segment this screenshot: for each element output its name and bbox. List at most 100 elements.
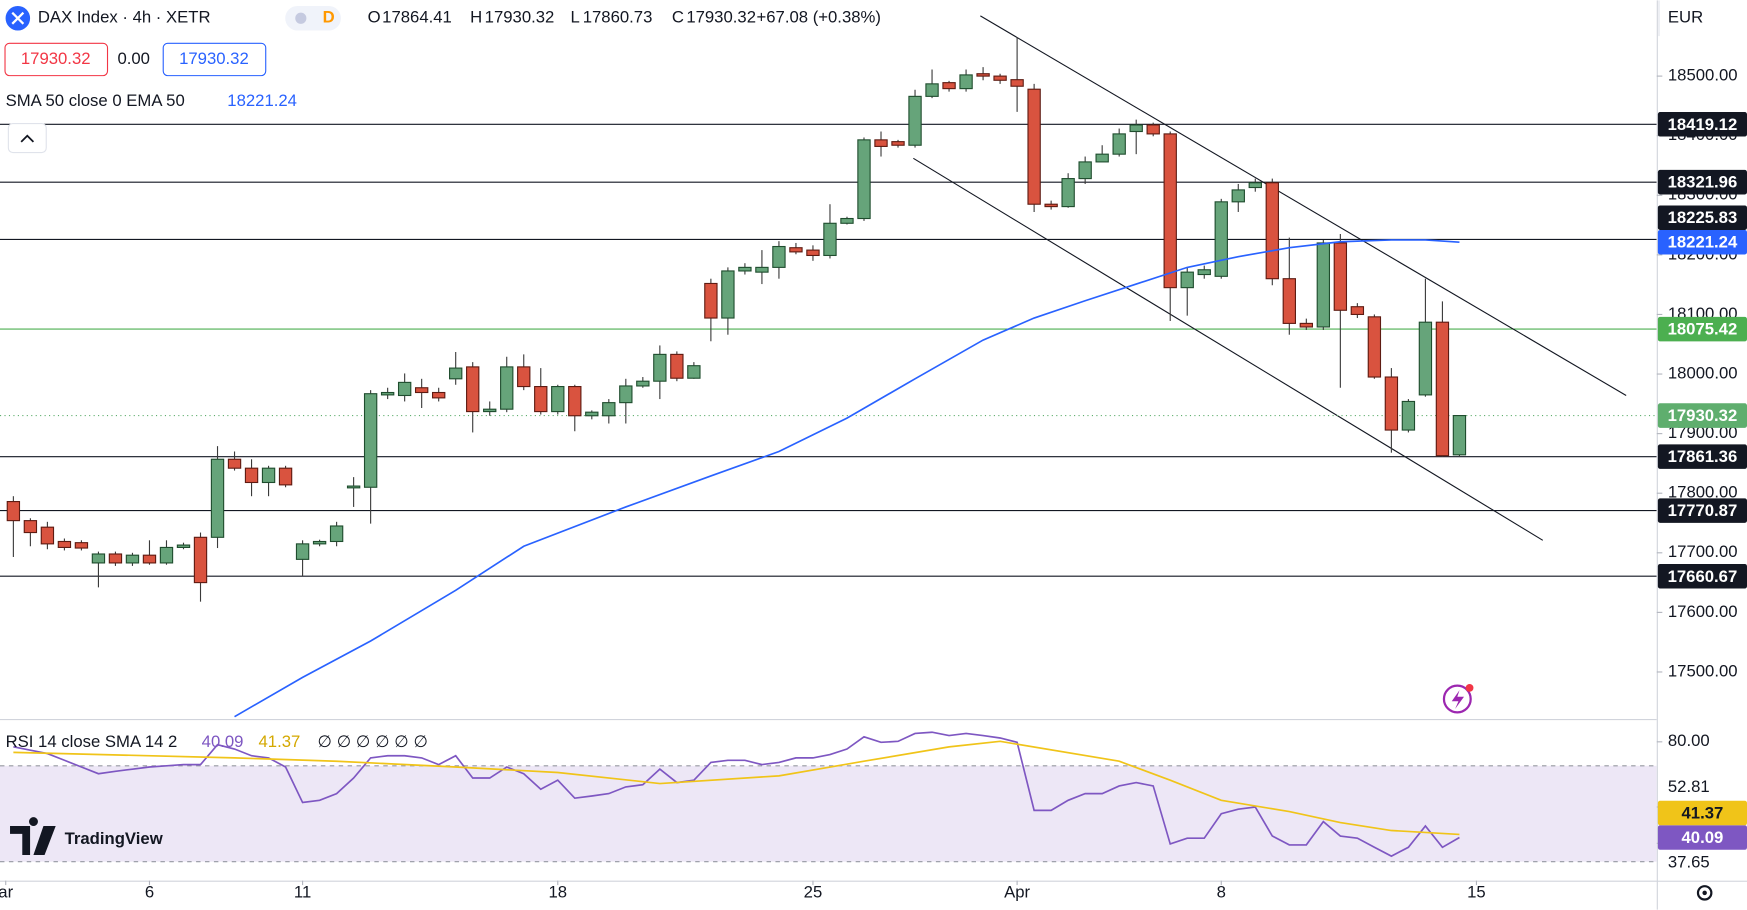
currency[interactable]: EUR xyxy=(1668,8,1703,27)
candle-body xyxy=(517,366,531,388)
candle-body xyxy=(1129,124,1143,133)
candle-body xyxy=(40,526,55,545)
candle-body xyxy=(346,485,361,489)
y-tick-label: 18000.00 xyxy=(1668,363,1738,382)
candle-body xyxy=(602,402,616,417)
candle-body xyxy=(1248,182,1262,189)
rsi-band xyxy=(0,765,1657,862)
candle-body xyxy=(108,553,123,564)
rsi-badge: 41.37 xyxy=(1682,804,1724,823)
candle-body xyxy=(227,458,242,469)
settings-icon[interactable] xyxy=(1696,885,1713,901)
x-tick-label: 11 xyxy=(294,882,311,901)
x-tick-label: Apr xyxy=(1004,882,1030,901)
candle-body xyxy=(942,82,956,90)
indicator-legend[interactable]: SMA 50 close 0 EMA 50 xyxy=(6,91,185,110)
x-tick-label: ar xyxy=(0,882,14,901)
rsi-badge-bg xyxy=(1657,825,1747,850)
price-badge-bg xyxy=(1657,229,1747,255)
delay-badge[interactable]: D xyxy=(323,8,335,27)
price-badge-bg xyxy=(1657,169,1747,195)
price-pane xyxy=(0,15,1657,718)
price-badge: 18419.12 xyxy=(1668,115,1738,134)
ohlc-label: C xyxy=(672,8,684,27)
spread: 0.00 xyxy=(117,49,150,68)
x-tick-label: 25 xyxy=(804,882,823,901)
logo-text[interactable]: TradingView xyxy=(65,829,164,848)
candle-body xyxy=(1316,242,1331,328)
candle-body xyxy=(1010,79,1024,87)
candle-body xyxy=(483,408,497,413)
price-badge-bg xyxy=(1657,563,1747,589)
candle-body xyxy=(687,365,701,379)
candle-body xyxy=(585,411,599,417)
alert-dot xyxy=(1465,683,1474,692)
candle-body xyxy=(1384,376,1399,431)
candle-body xyxy=(755,266,769,273)
y-tick-label: 17700.00 xyxy=(1668,542,1738,561)
candle-body xyxy=(1078,161,1092,180)
logo-icon xyxy=(10,817,56,855)
price-badge: 18321.96 xyxy=(1668,173,1738,192)
candle-body xyxy=(6,501,21,522)
candle-body xyxy=(738,266,752,272)
settings-icon-center xyxy=(1702,890,1707,896)
rsi-tick-label: 52.81 xyxy=(1668,777,1710,796)
collapse-button[interactable] xyxy=(7,122,47,154)
price-badge: 17770.87 xyxy=(1668,501,1738,520)
candle-body xyxy=(414,387,429,394)
candle-body xyxy=(466,366,480,413)
ohlc-value: 17860.73 xyxy=(583,8,653,27)
candle-body xyxy=(312,540,327,545)
sell-box[interactable] xyxy=(4,42,109,77)
candle-body xyxy=(142,554,157,564)
candle-body xyxy=(23,520,38,534)
candle-body xyxy=(159,546,174,564)
price-badge: 18221.24 xyxy=(1668,233,1738,252)
candle-body xyxy=(789,247,803,253)
candle-body xyxy=(704,282,718,319)
candle-body xyxy=(1180,271,1194,289)
rsi-sma-value: 41.37 xyxy=(258,732,300,751)
alert-icon[interactable] xyxy=(1442,684,1472,714)
rsi-legend[interactable]: RSI 14 close SMA 14 2 xyxy=(6,732,178,751)
buy-box[interactable] xyxy=(162,42,267,77)
price-badge: 18075.42 xyxy=(1668,320,1738,339)
price-badge: 17861.36 xyxy=(1668,447,1738,466)
candle-body xyxy=(1163,133,1177,289)
x-tick-label: 8 xyxy=(1217,882,1226,901)
x-tick-label: 18 xyxy=(548,882,567,901)
candle-body xyxy=(278,467,293,486)
price-badge-bg xyxy=(1657,205,1747,230)
candle-body xyxy=(1299,322,1314,328)
rsi-tick-label: 80.00 xyxy=(1668,731,1710,750)
price-badge-bg xyxy=(1657,316,1747,342)
ohlc-label: H xyxy=(470,8,482,27)
x-tick-label: 15 xyxy=(1467,882,1486,901)
candle-body xyxy=(1282,278,1296,324)
ohlc-value: 17864.41 xyxy=(382,8,452,27)
trend-line xyxy=(980,15,1627,396)
candle-body xyxy=(840,217,854,224)
candle-body xyxy=(619,385,633,404)
candle-body xyxy=(380,391,395,396)
candle-body xyxy=(449,367,463,380)
price-change: +67.08 (+0.38%) xyxy=(757,8,881,27)
candle-body xyxy=(329,525,344,543)
candle-body xyxy=(1112,133,1126,155)
sell-price[interactable]: 17930.32 xyxy=(21,49,91,68)
candle-body xyxy=(1061,178,1075,208)
rsi-value: 40.09 xyxy=(202,732,244,751)
symbol-title[interactable]: DAX Index · 4h · XETR xyxy=(38,8,211,27)
candle-body xyxy=(925,83,939,97)
ohlc-value: 17930.32 xyxy=(686,8,756,27)
y-tick-label: 17600.00 xyxy=(1668,602,1738,621)
candle-body xyxy=(1197,269,1211,276)
candle-body xyxy=(210,458,225,538)
buy-price[interactable]: 17930.32 xyxy=(179,49,249,68)
alert-bolt xyxy=(1451,690,1465,710)
candle-body xyxy=(976,73,990,77)
candle-body xyxy=(670,353,684,379)
